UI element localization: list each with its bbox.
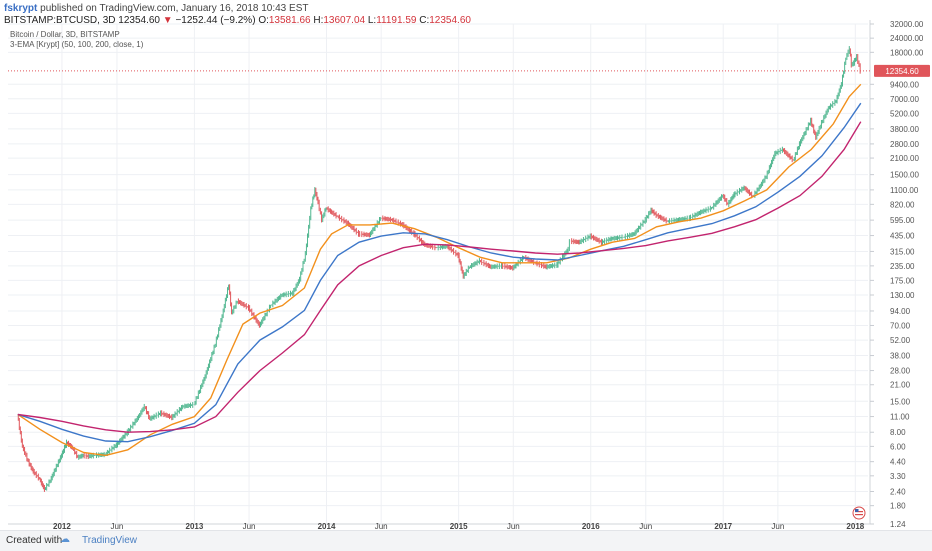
flag-stripe [855,511,863,513]
publish-info: published on TradingView.com, January 16… [40,3,309,14]
y-tick-label: 435.00 [890,232,915,241]
y-tick-label: 820.00 [890,200,915,209]
flag-stripe [855,514,863,516]
y-tick-label: 52.00 [890,336,911,345]
y-tick-label: 595.00 [890,216,915,225]
x-tick-label: Jun [375,522,388,530]
tradingview-brand-link[interactable]: TradingView [82,535,138,546]
price-chart[interactable]: 1.24 1.80 2.40 3.30 4.40 6.00 8.00 11.00 15.00 21… [0,0,932,530]
y-tick-label: 1500.00 [890,171,919,180]
legend-indicator: 3-EMA [Krypt] (50, 100, 200, close, 1) [10,40,144,49]
y-tick-label: 1.24 [890,520,906,529]
last-price-badge-text: 12354.60 [885,67,919,76]
y-tick-label: 94.00 [890,307,911,316]
y-tick-label: 175.00 [890,276,915,285]
footer-bar: Created with ☁ TradingView [0,530,932,551]
last-price-badge [874,64,930,77]
y-tick-label: 7000.00 [890,95,919,104]
high-label: H: [313,15,324,26]
ema-line-ema-200 [17,121,862,433]
x-tick-label: Jun [110,522,123,530]
open-value: 13581.66 [268,15,311,26]
y-tick-label: 21.00 [890,381,911,390]
symbol-label: BITSTAMP:BTCUSD, 3D [4,15,116,26]
down-arrow-icon: ▼ [162,15,173,26]
y-tick-label: 9400.00 [890,80,919,89]
y-tick-label: 4.40 [890,458,906,467]
x-tick-label: 2018 [846,522,864,530]
high-value: 13607.04 [323,15,366,26]
price-change: −1252.44 (−9.2%) [175,15,256,26]
x-tick-label: Jun [507,522,520,530]
open-label: O: [258,15,269,26]
y-tick-label: 1100.00 [890,186,919,195]
y-tick-label: 2800.00 [890,140,919,149]
us-flag-icon [852,506,866,520]
y-tick-label: 315.00 [890,247,915,256]
last-price: 12354.60 [118,15,160,26]
x-tick-label: 2017 [714,522,732,530]
ema-line-ema-50 [17,83,862,457]
y-tick-label: 1.80 [890,502,906,511]
y-tick-label: 5200.00 [890,109,919,118]
author-link[interactable]: fskrypt [4,3,38,14]
x-tick-label: Jun [243,522,256,530]
y-tick-label: 70.00 [890,321,911,330]
tradingview-logo-icon: ☁ [60,534,70,545]
y-tick-label: 38.00 [890,352,911,361]
y-tick-label: 130.00 [890,291,915,300]
created-with-label: Created with [6,535,63,546]
low-label: L: [367,15,377,26]
y-tick-label: 15.00 [890,397,911,406]
x-tick-label: 2012 [53,522,71,530]
close-label: C: [419,15,430,26]
x-tick-label: 2015 [450,522,468,530]
low-value: 11191.59 [376,15,417,26]
legend-symbol: Bitcoin / Dollar, 3D, BITSTAMP [10,30,120,39]
x-tick-label: Jun [771,522,784,530]
close-value: 12354.60 [429,15,471,26]
x-tick-label: Jun [639,522,652,530]
y-tick-label: 11.00 [890,413,910,422]
flag-canton [855,509,859,512]
ohlc-header: BITSTAMP:BTCUSD, 3D 12354.60 ▼ −1252.44 … [4,15,471,26]
ema-line-ema-100 [17,102,862,443]
y-tick-label: 2100.00 [890,154,919,163]
y-tick-label: 3800.00 [890,125,919,134]
y-tick-label: 3.30 [890,472,906,481]
y-tick-label: 2.40 [890,487,906,496]
y-tick-label: 6.00 [890,442,906,451]
publish-header: fskrypt published on TradingView.com, Ja… [4,3,308,14]
x-tick-label: 2016 [582,522,600,530]
x-tick-label: 2014 [318,522,336,530]
y-tick-label: 8.00 [890,428,906,437]
flag-circle [852,506,866,520]
y-tick-label: 18000.00 [890,48,924,57]
y-tick-label: 28.00 [890,367,911,376]
y-tick-label: 235.00 [890,262,915,271]
price-axis-panel [870,0,932,530]
x-tick-label: 2013 [186,522,204,530]
y-tick-label: 24000.00 [890,34,924,43]
y-tick-label: 32000.00 [890,20,924,29]
